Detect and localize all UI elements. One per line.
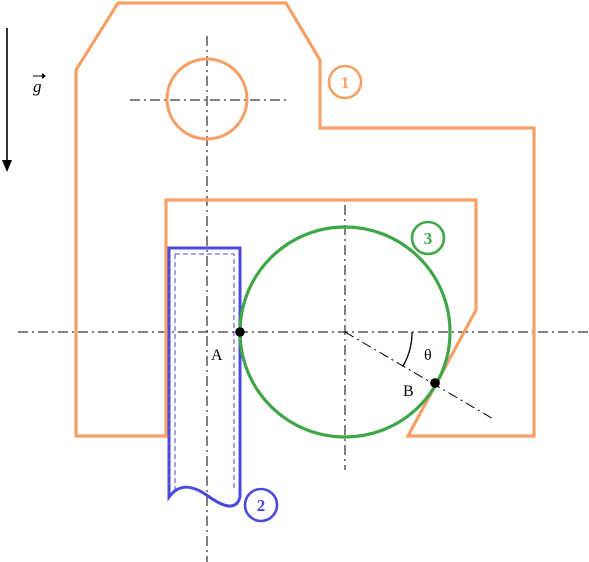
- radial-line-theta: [344, 331, 496, 421]
- point-a-label: A: [211, 347, 223, 364]
- plate-part-2: [167, 246, 242, 508]
- pivot-hole: [165, 57, 249, 141]
- part-3-number: 3: [424, 229, 433, 248]
- gravity-arrow-head: [2, 160, 12, 172]
- contact-point-a: [235, 327, 245, 337]
- gravity-vector-mark-tip: [42, 73, 46, 79]
- point-b-label: B: [403, 383, 414, 400]
- gravity-label: g: [33, 77, 42, 96]
- part-2-badge: 2: [243, 487, 279, 523]
- gravity-indicator: g: [2, 28, 46, 172]
- axis-lines: [18, 36, 589, 562]
- contact-point-b: [430, 378, 440, 388]
- part-1-badge: 1: [327, 64, 363, 100]
- body-part-1: [74, 1, 536, 438]
- theta-arc: [402, 331, 413, 367]
- theta-label: θ: [424, 347, 432, 364]
- part-3-badge: 3: [410, 220, 446, 256]
- part-2-number: 2: [257, 496, 266, 515]
- plate-inner-hatch: [174, 253, 235, 490]
- part-1-number: 1: [341, 73, 350, 92]
